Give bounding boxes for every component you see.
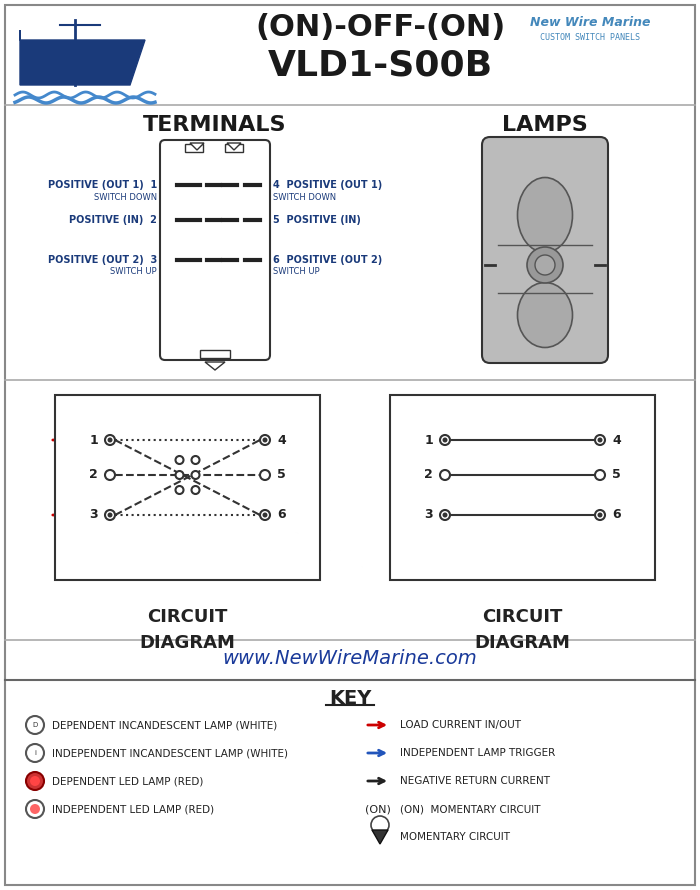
Text: 5: 5 [277, 468, 286, 481]
Text: NEGATIVE RETURN CURRENT: NEGATIVE RETURN CURRENT [400, 776, 550, 786]
Circle shape [30, 804, 40, 814]
Text: DEPENDENT INCANDESCENT LAMP (WHITE): DEPENDENT INCANDESCENT LAMP (WHITE) [52, 720, 277, 730]
FancyBboxPatch shape [160, 140, 270, 360]
Text: POSITIVE (OUT 1)  1: POSITIVE (OUT 1) 1 [48, 180, 157, 190]
Text: POSITIVE (OUT 2)  3: POSITIVE (OUT 2) 3 [48, 255, 157, 265]
Circle shape [595, 470, 605, 480]
Text: D: D [32, 722, 38, 728]
Text: SWITCH UP: SWITCH UP [273, 268, 320, 277]
Text: 5  POSITIVE (IN): 5 POSITIVE (IN) [273, 215, 361, 225]
Circle shape [105, 470, 115, 480]
Text: LAMPS: LAMPS [502, 115, 588, 135]
Circle shape [30, 776, 40, 786]
Text: 1: 1 [90, 433, 98, 447]
Text: New Wire Marine: New Wire Marine [530, 15, 650, 28]
Text: VLD1-S00B: VLD1-S00B [267, 48, 493, 82]
Circle shape [105, 510, 115, 520]
Text: MOMENTARY CIRCUIT: MOMENTARY CIRCUIT [400, 832, 510, 842]
Circle shape [26, 744, 44, 762]
Text: 1: 1 [424, 433, 433, 447]
Text: POSITIVE (IN)  2: POSITIVE (IN) 2 [69, 215, 157, 225]
Text: 5: 5 [612, 468, 621, 481]
Circle shape [176, 486, 183, 494]
Text: 4: 4 [277, 433, 286, 447]
Text: TERMINALS: TERMINALS [144, 115, 287, 135]
Circle shape [260, 435, 270, 445]
Circle shape [440, 510, 450, 520]
Text: CUSTOM SWITCH PANELS: CUSTOM SWITCH PANELS [540, 34, 640, 43]
Polygon shape [20, 30, 145, 85]
Text: INDEPENDENT LED LAMP (RED): INDEPENDENT LED LAMP (RED) [52, 804, 214, 814]
Text: www.NewWireMarine.com: www.NewWireMarine.com [223, 649, 477, 668]
Circle shape [262, 438, 267, 442]
Bar [225, 144, 243, 152]
Bar [185, 144, 203, 152]
Polygon shape [190, 143, 204, 150]
Circle shape [260, 510, 270, 520]
Circle shape [598, 438, 603, 442]
Text: (ON): (ON) [365, 804, 391, 814]
Bar [200, 350, 230, 358]
Ellipse shape [517, 282, 573, 347]
Text: (ON)  MOMENTARY CIRCUIT: (ON) MOMENTARY CIRCUIT [400, 804, 540, 814]
Text: 6  POSITIVE (OUT 2): 6 POSITIVE (OUT 2) [273, 255, 382, 265]
Circle shape [26, 716, 44, 734]
Circle shape [260, 470, 270, 480]
Circle shape [598, 513, 603, 517]
Text: 2: 2 [424, 468, 433, 481]
Text: 2: 2 [90, 468, 98, 481]
Text: 3: 3 [90, 508, 98, 522]
Circle shape [192, 486, 199, 494]
Polygon shape [372, 830, 388, 844]
Circle shape [108, 513, 113, 517]
Circle shape [192, 456, 199, 464]
Bar [55, 395, 320, 580]
Circle shape [176, 471, 183, 479]
FancyBboxPatch shape [482, 137, 608, 363]
Circle shape [371, 816, 389, 834]
Text: SWITCH UP: SWITCH UP [111, 268, 157, 277]
Circle shape [527, 247, 563, 283]
Text: 6: 6 [277, 508, 286, 522]
Polygon shape [205, 362, 225, 370]
Circle shape [440, 470, 450, 480]
Text: DEPENDENT LED LAMP (RED): DEPENDENT LED LAMP (RED) [52, 776, 204, 786]
Circle shape [440, 435, 450, 445]
Text: SWITCH DOWN: SWITCH DOWN [273, 192, 336, 201]
Polygon shape [227, 143, 241, 150]
Circle shape [262, 513, 267, 517]
Text: i: i [34, 750, 36, 756]
Text: KEY: KEY [329, 689, 371, 708]
Text: LOAD CURRENT IN/OUT: LOAD CURRENT IN/OUT [400, 720, 521, 730]
Circle shape [26, 772, 44, 790]
Circle shape [595, 435, 605, 445]
Circle shape [595, 510, 605, 520]
Ellipse shape [517, 177, 573, 253]
Text: INDEPENDENT LAMP TRIGGER: INDEPENDENT LAMP TRIGGER [400, 748, 555, 758]
Circle shape [535, 255, 555, 275]
Circle shape [442, 513, 447, 517]
Circle shape [26, 800, 44, 818]
Circle shape [108, 438, 113, 442]
Text: (ON)-OFF-(ON): (ON)-OFF-(ON) [255, 13, 505, 43]
Text: 6: 6 [612, 508, 621, 522]
Circle shape [442, 438, 447, 442]
Circle shape [105, 435, 115, 445]
Text: SWITCH DOWN: SWITCH DOWN [94, 192, 157, 201]
Text: 4: 4 [612, 433, 621, 447]
Circle shape [192, 471, 199, 479]
Text: INDEPENDENT INCANDESCENT LAMP (WHITE): INDEPENDENT INCANDESCENT LAMP (WHITE) [52, 748, 288, 758]
Text: 4  POSITIVE (OUT 1): 4 POSITIVE (OUT 1) [273, 180, 382, 190]
Circle shape [176, 456, 183, 464]
Bar [390, 395, 655, 580]
Text: CIRCUIT
DIAGRAM: CIRCUIT DIAGRAM [139, 609, 235, 651]
Text: CIRCUIT
DIAGRAM: CIRCUIT DIAGRAM [475, 609, 570, 651]
Text: 3: 3 [424, 508, 433, 522]
